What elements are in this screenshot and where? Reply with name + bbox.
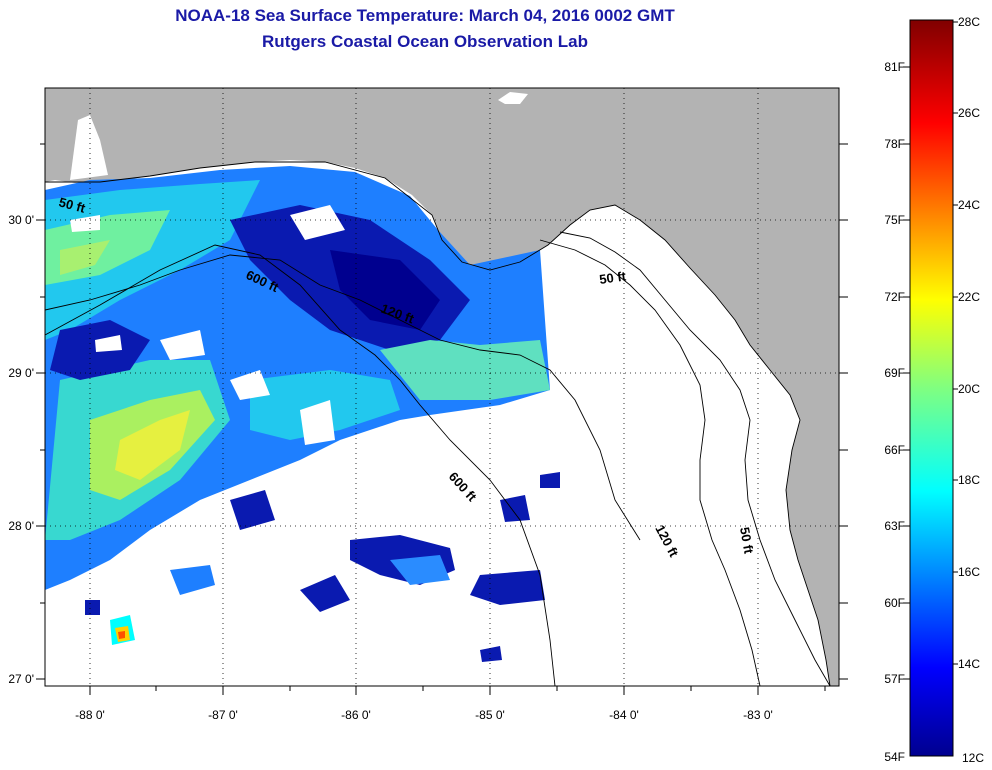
colorbar-f-label: 78F <box>884 137 905 151</box>
colorbar: 81F 78F 75F 72F 69F 66F 63F 60F 57F 54F … <box>884 15 984 765</box>
lon-label: -86 0' <box>341 708 371 722</box>
latitude-labels: 30 0' 29 0' 28 0' 27 0' <box>8 213 34 686</box>
contour-label: 50 ft <box>737 526 757 556</box>
colorbar-gradient <box>909 19 954 757</box>
colorbar-f-label: 75F <box>884 213 905 227</box>
colorbar-c-label: 16C <box>958 565 980 579</box>
colorbar-f-label: 81F <box>884 60 905 74</box>
lat-label: 30 0' <box>8 213 34 227</box>
contour-label: 50 ft <box>57 194 87 216</box>
colorbar-c-label: 22C <box>958 290 980 304</box>
colorbar-f-label: 60F <box>884 596 905 610</box>
colorbar-c-label: 24C <box>958 198 980 212</box>
lon-label: -88 0' <box>75 708 105 722</box>
contour-600ft <box>45 244 556 686</box>
lat-label: 29 0' <box>8 366 34 380</box>
sst-swath <box>45 166 550 590</box>
colorbar-c-label: 12C <box>962 751 984 765</box>
map-title: NOAA-18 Sea Surface Temperature: March 0… <box>175 6 675 25</box>
colorbar-c-label: 26C <box>958 106 980 120</box>
colorbar-c-label: 20C <box>958 382 980 396</box>
map-plot-area <box>45 88 839 686</box>
contour-50ft <box>559 231 831 686</box>
colorbar-f-label: 63F <box>884 519 905 533</box>
colorbar-c-label: 28C <box>958 15 980 29</box>
inner-contour <box>45 254 641 541</box>
sst-patches <box>85 472 560 662</box>
contour-label: 50 ft <box>598 268 627 287</box>
lon-label: -85 0' <box>475 708 505 722</box>
lake <box>498 92 528 104</box>
colorbar-f-label: 54F <box>884 750 905 764</box>
colorbar-f-label: 72F <box>884 290 905 304</box>
map-subtitle: Rutgers Coastal Ocean Observation Lab <box>262 32 588 51</box>
longitude-labels: -88 0' -87 0' -86 0' -85 0' -84 0' -83 0… <box>75 708 773 722</box>
colorbar-c-label: 18C <box>958 473 980 487</box>
axis-ticks <box>36 143 848 695</box>
colorbar-f-label: 57F <box>884 672 905 686</box>
lon-label: -87 0' <box>208 708 238 722</box>
lon-label: -84 0' <box>609 708 639 722</box>
colorbar-f-label: 69F <box>884 366 905 380</box>
colorbar-f-label: 66F <box>884 443 905 457</box>
colorbar-c-label: 14C <box>958 657 980 671</box>
map-frame <box>44 87 840 687</box>
land-mass <box>45 88 839 686</box>
lat-label: 27 0' <box>8 672 34 686</box>
lat-label: 28 0' <box>8 519 34 533</box>
contour-120ft <box>539 239 761 686</box>
bay-inlet <box>70 115 108 180</box>
lon-label: -83 0' <box>743 708 773 722</box>
